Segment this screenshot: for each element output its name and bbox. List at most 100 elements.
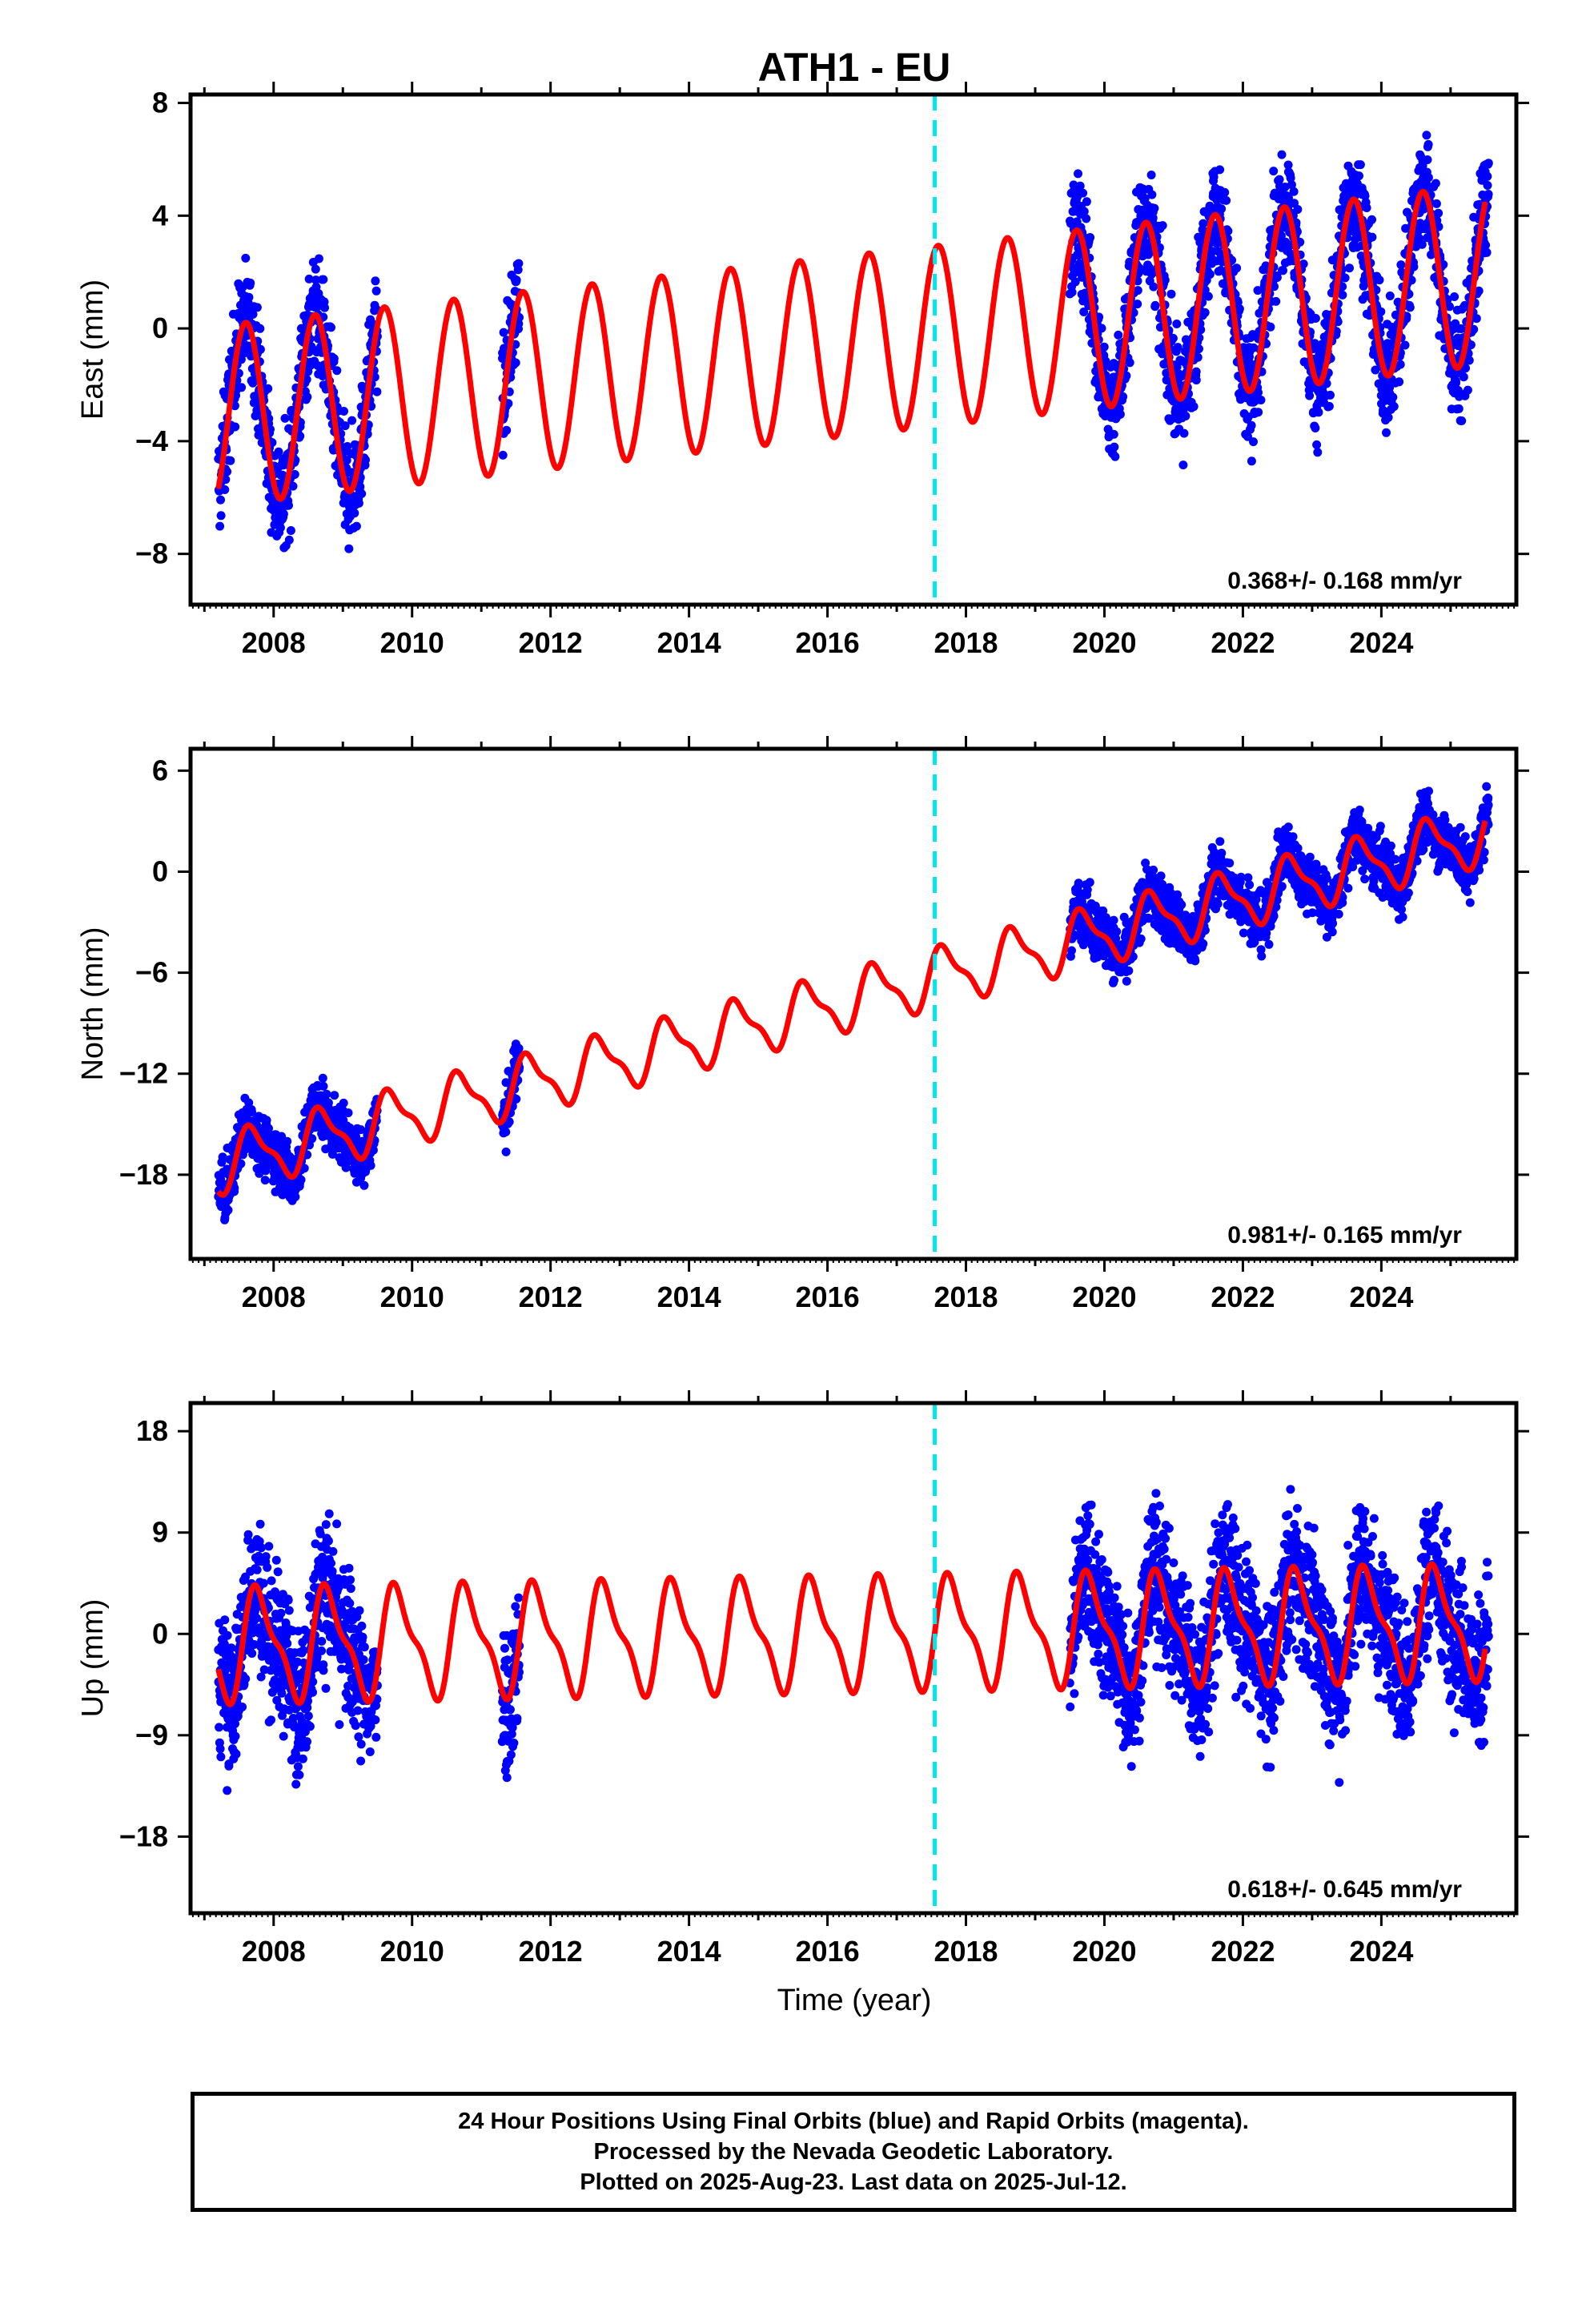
east-data-point (329, 354, 339, 364)
east-data-point (1326, 390, 1335, 400)
east-data-point (1115, 409, 1125, 419)
north-data-point (343, 1108, 353, 1118)
north-data-point (223, 1205, 233, 1215)
east-data-point (1110, 442, 1119, 452)
east-data-point (1254, 388, 1263, 397)
east-data-point (1215, 165, 1225, 175)
north-data-point (1110, 975, 1118, 985)
east-data-point (279, 509, 288, 519)
east-data-point (327, 323, 335, 332)
north-data-point (330, 1091, 339, 1100)
east-data-point (1220, 187, 1230, 197)
east-data-point (1172, 362, 1182, 372)
east-data-point (1243, 432, 1252, 441)
east-x-tick-label: 2016 (796, 626, 860, 659)
east-data-point (1191, 376, 1201, 385)
east-data-point (1275, 175, 1284, 184)
east-data-point (1483, 181, 1492, 190)
east-y-tick-label: −8 (135, 537, 168, 570)
east-data-point (284, 501, 293, 510)
east-data-point (1423, 155, 1432, 164)
north-data-point (501, 1128, 511, 1136)
east-x-tick-label: 2020 (1072, 626, 1136, 659)
north-data-point (1149, 865, 1158, 875)
east-data-point (1086, 233, 1095, 242)
north-data-point (514, 1043, 524, 1053)
east-data-point (252, 303, 262, 312)
east-data-point (1310, 339, 1319, 348)
east-x-tick-label: 2008 (242, 626, 306, 659)
east-data-point (1118, 392, 1128, 401)
east-data-point (1110, 452, 1120, 461)
east-data-point (1338, 290, 1347, 300)
east-data-point (295, 432, 305, 440)
east-data-point (1147, 190, 1157, 199)
east-data-point (1450, 292, 1460, 301)
east-data-point (1140, 194, 1150, 203)
east-data-point (1082, 214, 1091, 223)
north-data-point (262, 1116, 271, 1125)
east-data-point (1360, 191, 1370, 201)
east-data-point (343, 442, 352, 451)
east-data-point (1232, 263, 1242, 273)
east-y-tick-label: −4 (135, 424, 168, 457)
east-data-point (1287, 180, 1296, 190)
east-data-point (284, 535, 294, 545)
north-data-point (1343, 883, 1353, 893)
east-data-point (512, 275, 521, 285)
east-data-point (361, 455, 370, 464)
east-data-point (1459, 372, 1468, 382)
north-data-point (1245, 880, 1255, 890)
east-data-point (1099, 342, 1109, 352)
east-data-point (1279, 266, 1287, 275)
panel-east: 2008 2010 2012 2014 2016 2018 2020 2022 2024−8−4… (76, 82, 1529, 659)
east-data-point (255, 344, 265, 354)
east-x-tick-label: 2018 (934, 626, 998, 659)
east-data-point (1280, 183, 1290, 191)
east-data-point (1166, 289, 1176, 299)
east-data-point (1222, 195, 1231, 205)
east-data-point (290, 469, 299, 479)
east-data-point (1311, 424, 1320, 432)
east-data-point (1199, 219, 1208, 228)
east-data-point (1431, 179, 1440, 188)
east-data-point (340, 421, 350, 431)
east-data-point (303, 392, 312, 402)
east-data-point (1078, 188, 1088, 198)
east-data-point (216, 511, 226, 521)
east-data-point (1383, 412, 1393, 422)
east-data-point (314, 254, 323, 263)
east-data-point (1314, 408, 1323, 417)
east-data-point (1067, 287, 1077, 297)
east-data-point (237, 383, 247, 392)
east-data-point (1144, 263, 1154, 272)
east-data-point (357, 489, 367, 498)
east-data-point (355, 482, 365, 492)
east-data-point (1082, 197, 1091, 207)
north-data-point (1122, 976, 1131, 986)
east-rate-label: 0.368+/- 0.168 mm/yr (1227, 568, 1462, 594)
east-data-point (1150, 300, 1160, 310)
east-data-point (1340, 273, 1350, 283)
east-x-tick-label: 2022 (1211, 626, 1275, 659)
east-data-point (1179, 428, 1189, 438)
east-data-point (1247, 420, 1256, 430)
east-data-point (1484, 159, 1493, 168)
north-data-point (283, 1136, 292, 1146)
east-data-point (1196, 325, 1206, 335)
north-data-point (366, 1160, 375, 1170)
east-data-point (1422, 131, 1431, 140)
north-data-point (322, 1089, 331, 1099)
east-data-point (215, 521, 225, 531)
east-x-tick-label: 2014 (657, 626, 721, 659)
north-data-point (1082, 885, 1092, 895)
east-data-point (1133, 300, 1142, 309)
north-data-point (1288, 832, 1298, 842)
east-data-point (1484, 190, 1493, 199)
east-data-point (1074, 251, 1083, 260)
east-data-point (1454, 404, 1464, 413)
east-data-point (1181, 412, 1191, 420)
east-data-point (1247, 456, 1256, 466)
east-data-point (1272, 273, 1282, 282)
east-data-point (1178, 460, 1188, 470)
